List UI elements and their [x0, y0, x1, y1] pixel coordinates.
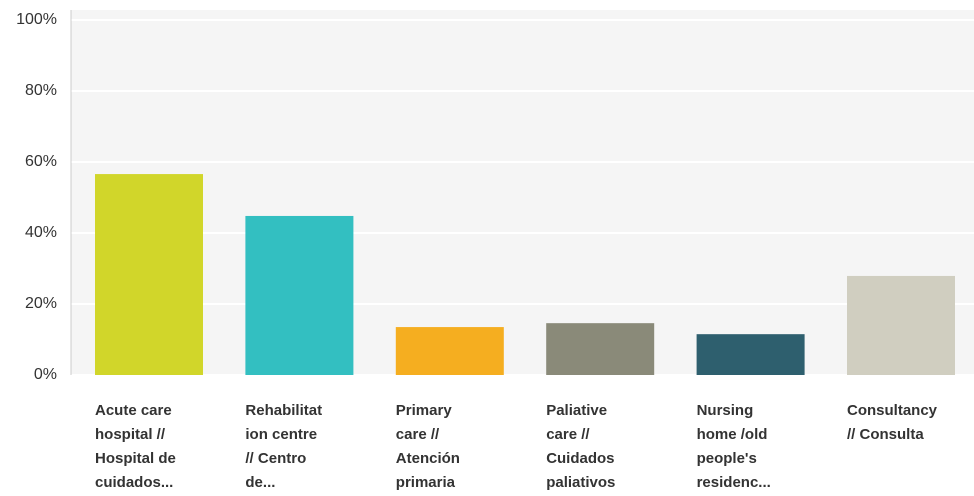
y-tick-label: 20%	[25, 295, 57, 312]
x-tick-label: home /old	[697, 426, 768, 443]
x-tick-label: care //	[396, 426, 440, 443]
x-tick-label: Acute care	[95, 402, 172, 419]
y-tick-label: 40%	[25, 224, 57, 241]
x-tick-label: Paliative	[546, 402, 607, 419]
x-tick-label: Rehabilitat	[245, 402, 322, 419]
y-tick-label: 0%	[34, 366, 57, 383]
x-tick-label: Atención	[396, 450, 460, 467]
x-tick-label: Primary	[396, 402, 453, 419]
x-tick-label: cuidados...	[95, 474, 173, 491]
y-tick-label: 80%	[25, 82, 57, 99]
x-tick-label: primaria	[396, 474, 456, 491]
x-tick-label: // Centro	[245, 450, 306, 467]
bar	[395, 327, 504, 375]
x-tick-label: ion centre	[245, 426, 317, 443]
x-tick-label: care //	[546, 426, 590, 443]
bar	[696, 334, 805, 375]
x-tick-label: Consultancy	[847, 402, 938, 419]
x-tick-label: paliativos	[546, 474, 615, 491]
x-tick-label: Hospital de	[95, 450, 176, 467]
x-tick-label: hospital //	[95, 426, 166, 443]
bar	[245, 215, 354, 375]
y-tick-label: 60%	[25, 153, 57, 170]
x-tick-label: // Consulta	[847, 426, 924, 443]
bar	[546, 323, 655, 375]
x-tick-label: Nursing	[697, 402, 754, 419]
x-tick-label: residenc...	[697, 474, 771, 491]
plot-area	[71, 10, 974, 375]
x-tick-label: people's	[697, 450, 757, 467]
bar	[95, 174, 203, 375]
y-tick-label: 100%	[16, 11, 57, 28]
bar	[847, 275, 955, 375]
x-tick-label: de...	[245, 474, 275, 491]
x-tick-label: Cuidados	[546, 450, 614, 467]
